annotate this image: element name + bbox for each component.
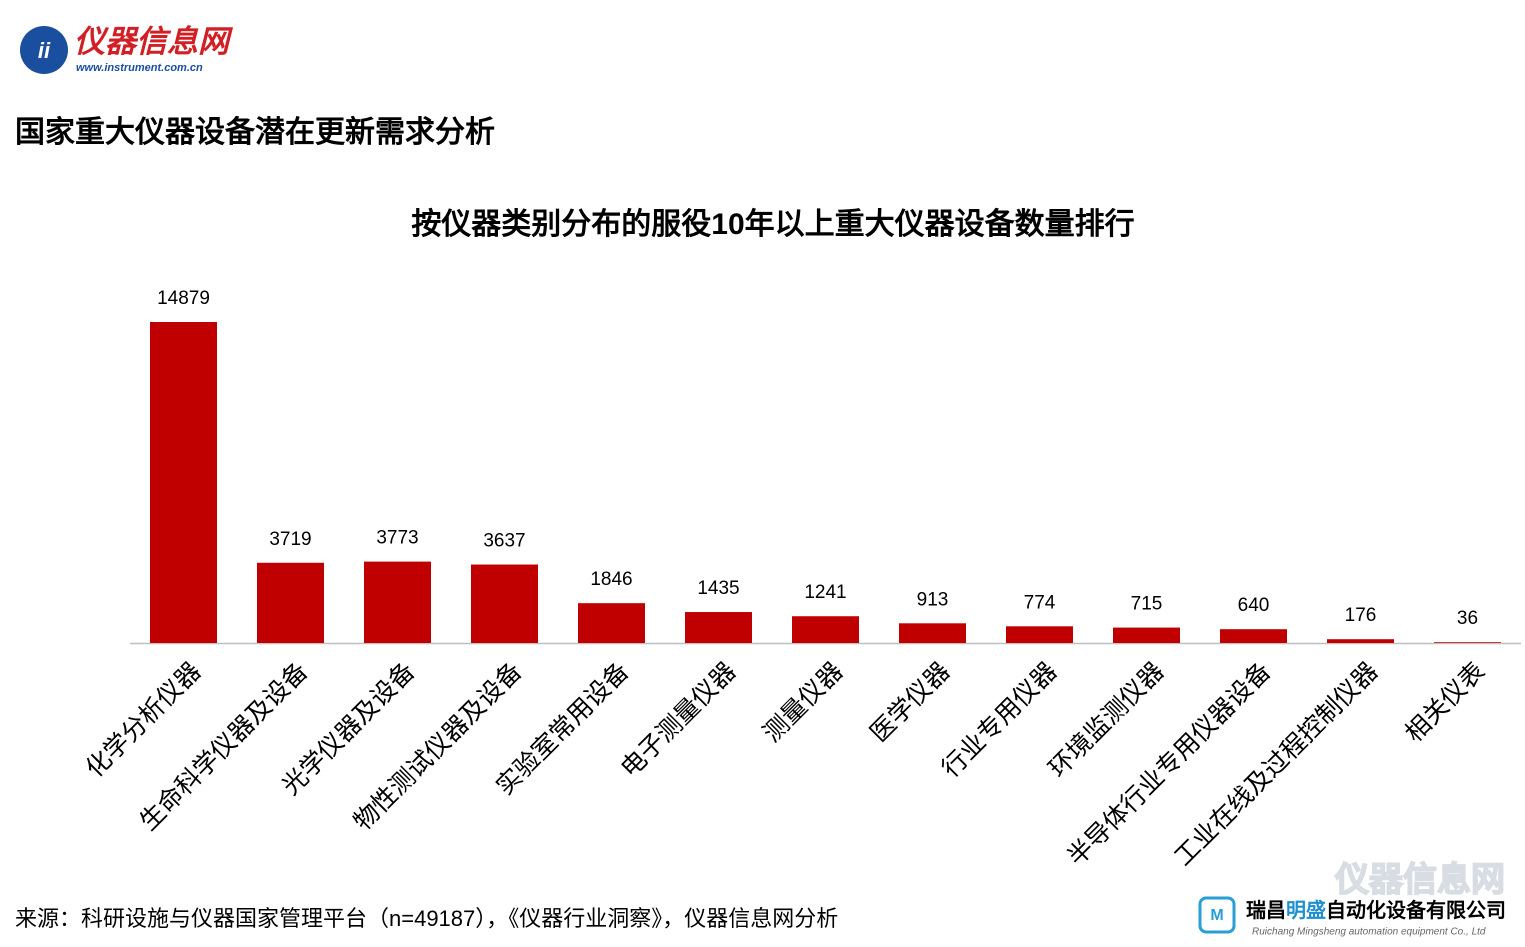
footer-name-part: 瑞昌 [1246, 899, 1286, 922]
bar [257, 562, 324, 643]
value-label: 1241 [804, 582, 846, 603]
logo-url: www.instrument.com.cn [76, 62, 203, 74]
x-tick-label: 半导体行业专用仪器设备 [1062, 657, 1276, 871]
value-label: 14879 [157, 288, 210, 309]
x-tick-label: 相关仪表 [1400, 657, 1491, 748]
value-label: 913 [917, 589, 949, 610]
value-label: 36 [1457, 608, 1478, 629]
x-tick-label: 工业在线及过程控制仪器 [1169, 657, 1383, 871]
source: 来源：科研设施与仪器国家管理平台（n=49187），《仪器行业洞察》，仪器信息网… [15, 906, 838, 931]
value-label: 774 [1024, 592, 1056, 613]
bar [1220, 629, 1287, 643]
footer-logo-subtitle: Ruichang Mingsheng automation equipment … [1252, 927, 1486, 938]
footer-logo-icon [1198, 896, 1236, 934]
bar [364, 561, 431, 643]
logo-icon-glyph: ii [38, 38, 51, 63]
value-label: 640 [1238, 595, 1270, 616]
watermark: 仪器信息网 [1334, 860, 1505, 899]
logo: ii 仪器信息网 www.instrument.com.cn [20, 24, 234, 74]
bar [899, 623, 966, 643]
bar [471, 564, 538, 643]
value-label: 176 [1345, 605, 1377, 626]
x-tick-label: 测量仪器 [758, 657, 849, 748]
footer-name-part: 自动化设备有限公司 [1326, 898, 1506, 922]
x-tick-label: 电子测量仪器 [616, 657, 742, 783]
footer-logo-glyph: M [1210, 907, 1223, 924]
chart-title: 按仪器类别分布的服役10年以上重大仪器设备数量排行 [411, 207, 1134, 241]
bar [1327, 639, 1394, 643]
bar [685, 612, 752, 643]
logo-icon [20, 26, 68, 74]
value-label: 3773 [376, 528, 418, 549]
logo-name: 仪器信息网 [74, 24, 234, 59]
bar [792, 616, 859, 643]
value-label: 3719 [269, 529, 311, 550]
footer-logo-name: 瑞昌明盛自动化设备有限公司 [1246, 898, 1506, 922]
footer-name-part: 明盛 [1286, 898, 1326, 922]
heading: 国家重大仪器设备潜在更新需求分析 [15, 115, 495, 149]
bar [1113, 627, 1180, 643]
footer-logo: M 瑞昌明盛自动化设备有限公司 Ruichang Mingsheng autom… [1198, 896, 1506, 938]
value-label: 715 [1131, 594, 1163, 615]
value-label: 3637 [483, 531, 525, 552]
value-label: 1846 [590, 569, 632, 590]
value-label: 1435 [697, 578, 739, 599]
bar [150, 322, 217, 643]
bar [1006, 626, 1073, 643]
bar [1434, 642, 1501, 643]
bar [578, 603, 645, 643]
x-tick-label: 医学仪器 [865, 657, 956, 748]
